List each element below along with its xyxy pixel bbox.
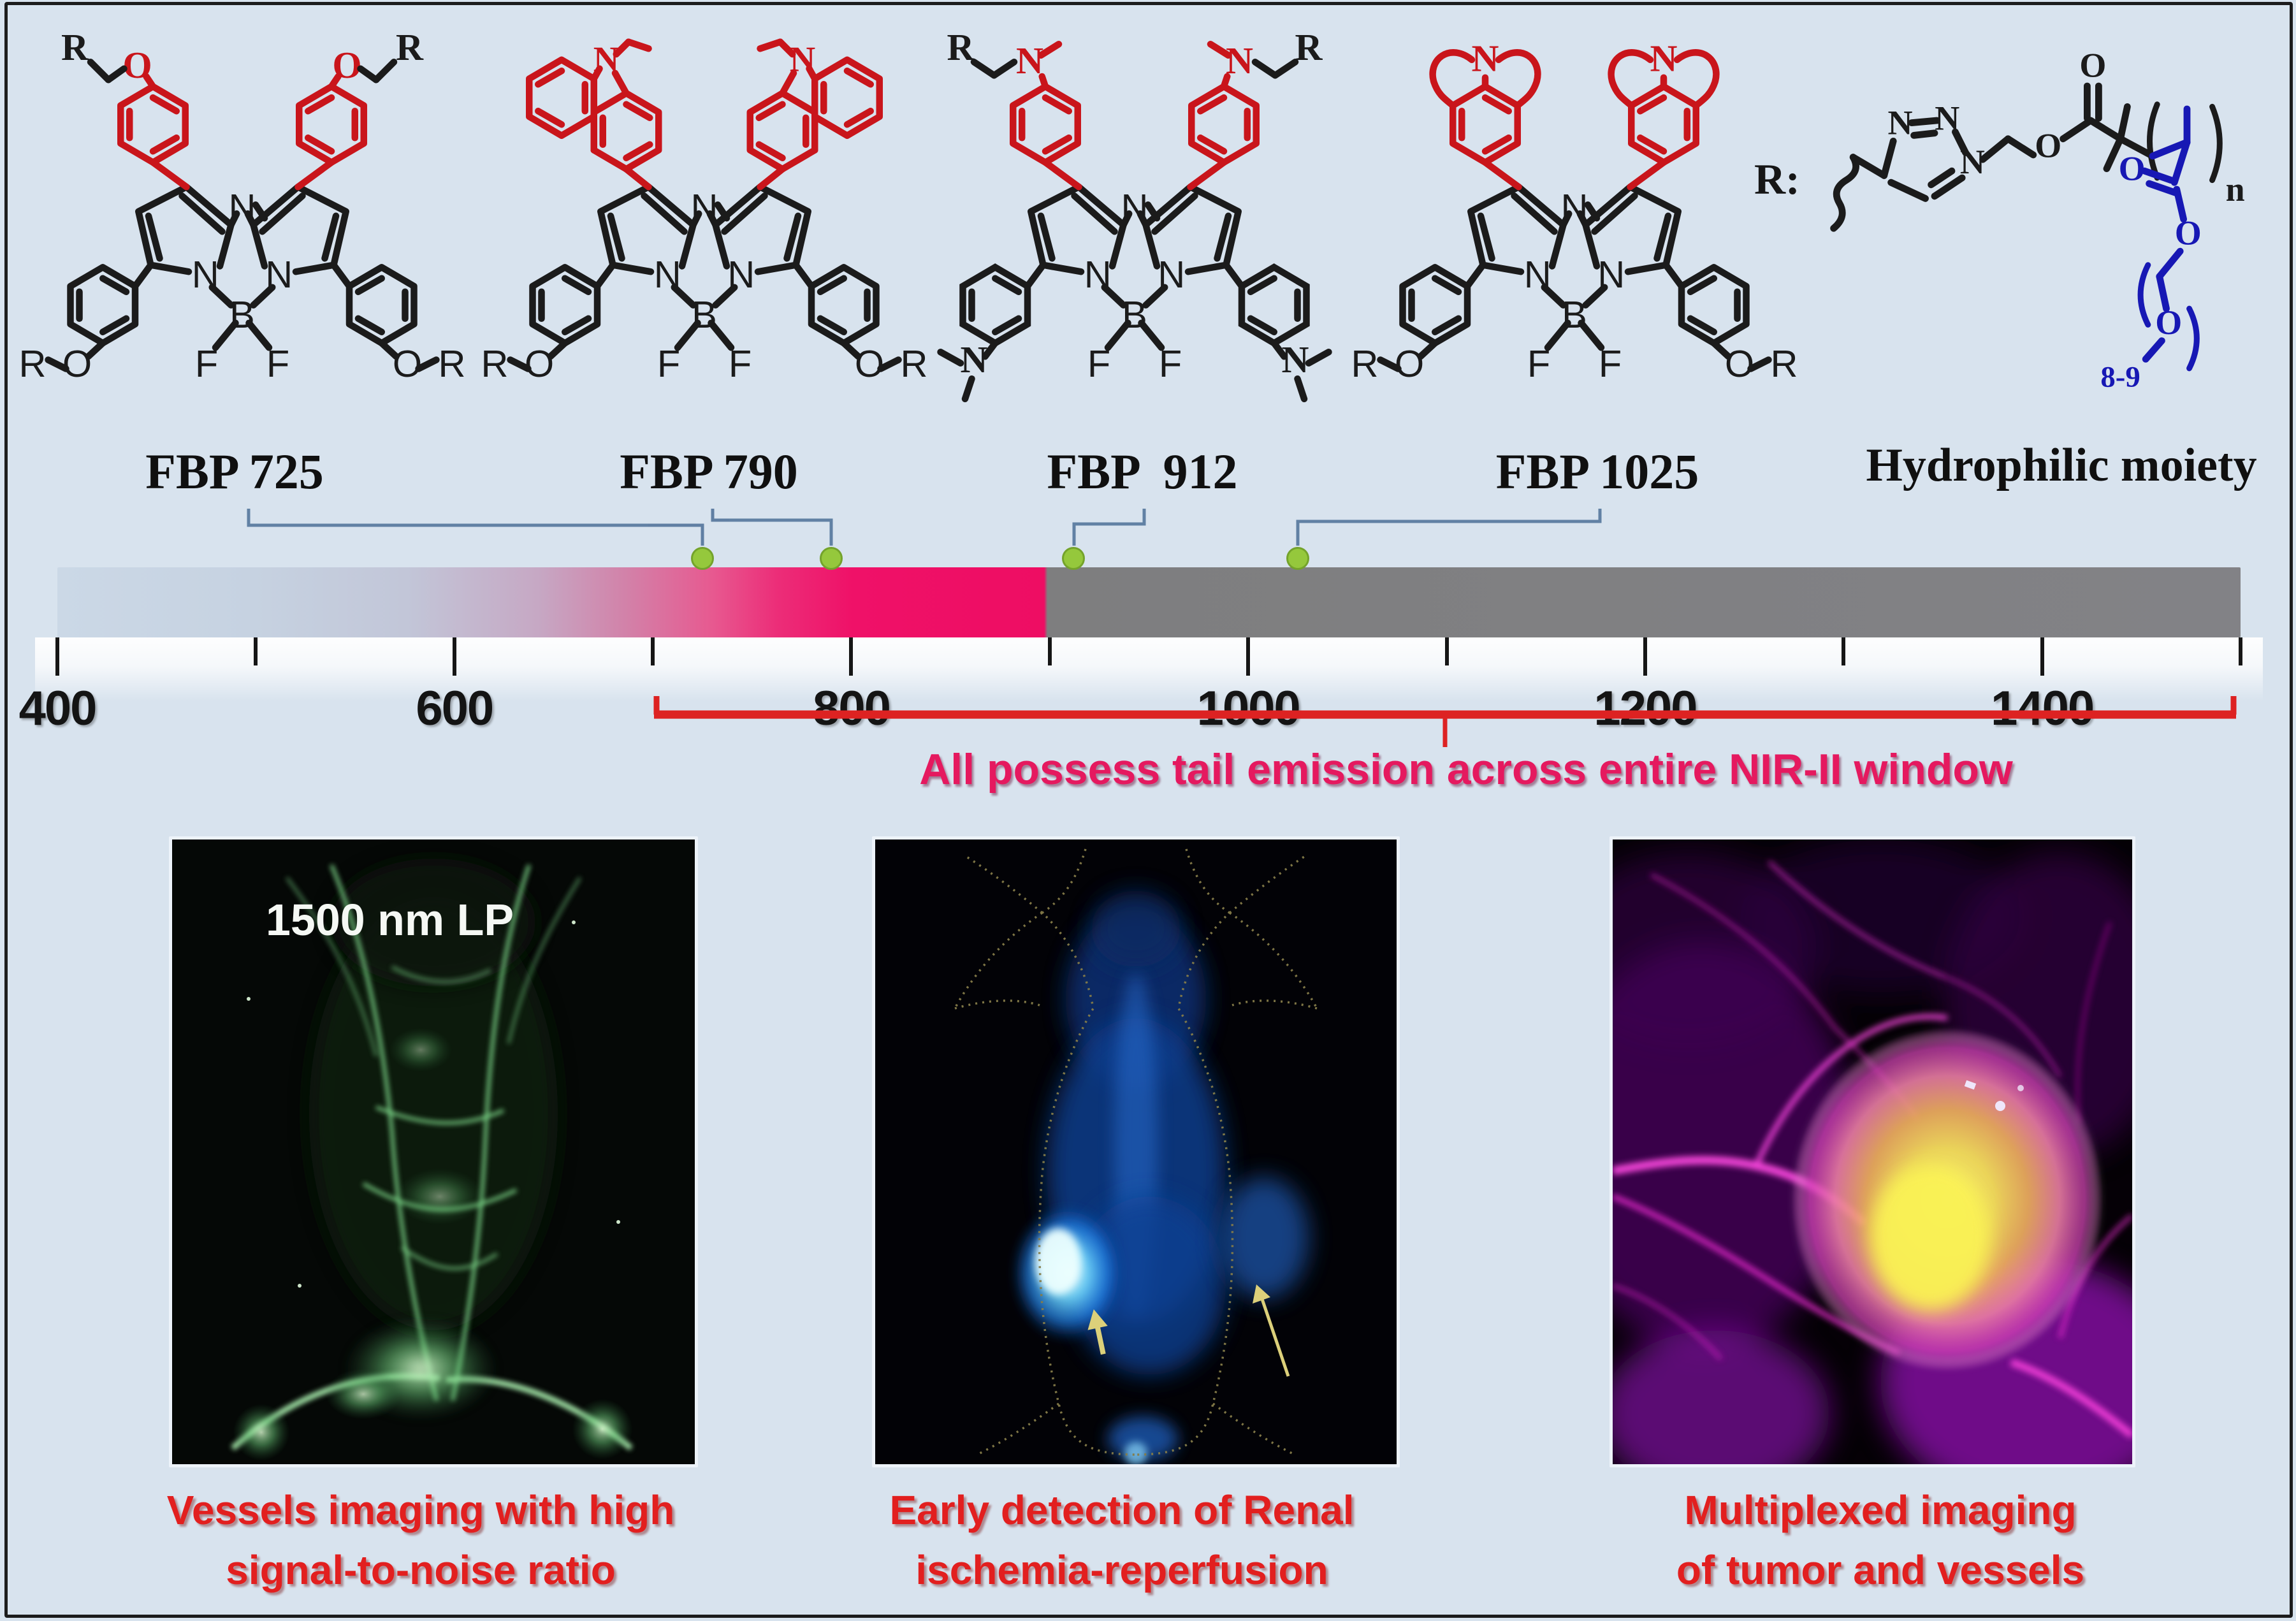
r-definition-prefix: R: — [1754, 155, 1800, 203]
r-group: R — [1295, 35, 1323, 68]
polymer-repeat-n: n — [2226, 170, 2245, 208]
nitrogen-atom: N — [593, 40, 619, 79]
nitrogen-atom: N — [1282, 338, 1309, 381]
caption-line: Vessels imaging with high — [166, 1487, 675, 1533]
vessel-image: 1500 nm LP — [172, 840, 695, 1464]
compound-label-fbp790: FBP 790 — [620, 444, 798, 499]
nitrogen-atom: N — [1226, 40, 1253, 82]
caption-line: Multiplexed imaging — [1684, 1487, 2077, 1533]
nitrogen-atom: N — [1960, 143, 1985, 181]
caption-line: Early detection of Renal — [889, 1487, 1355, 1533]
connector-fbp912 — [1072, 509, 1146, 546]
compound-label-fbp912: FBP 912 — [1047, 444, 1238, 499]
nitrogen-atom: N — [1472, 37, 1499, 79]
panel-renal-imaging — [872, 836, 1400, 1467]
caption-vessel-imaging: Vessels imaging with high signal-to-nois… — [25, 1480, 816, 1600]
hydrophilic-moiety-label: Hydrophilic moiety — [1866, 439, 2257, 491]
tumor-image — [1613, 840, 2132, 1464]
caption-line: signal-to-noise ratio — [226, 1547, 616, 1593]
mouse-outline — [954, 848, 1318, 1456]
structure-fbp1025: N N — [1329, 37, 1820, 403]
connector-fbp725 — [247, 509, 704, 546]
structure-hydrophilic-moiety: N N N O O n O O O 8-9 — [1830, 47, 2245, 394]
dye-marker-790 — [820, 547, 843, 570]
oxygen-atom: O — [2035, 127, 2061, 165]
kidney-arrows — [1087, 1284, 1290, 1377]
peg-repeat-count: 8-9 — [2100, 361, 2140, 394]
renal-image — [875, 840, 1397, 1464]
panel-tumor-imaging — [1609, 836, 2135, 1467]
panel-vessel-imaging: 1500 nm LP — [169, 836, 698, 1467]
compound-label-fbp1025: FBP 1025 — [1495, 444, 1699, 499]
nir-window-annotation: All possess tail emission across entire … — [919, 745, 2013, 794]
dye-marker-725 — [690, 547, 714, 570]
caption-renal-imaging: Early detection of Renal ischemia-reperf… — [727, 1480, 1517, 1600]
oxygen-atom: O — [2155, 303, 2182, 342]
r-group: R — [947, 35, 975, 68]
nitrogen-atom: N — [1935, 99, 1959, 137]
structure-fbp790: N N — [459, 38, 950, 403]
structure-fbp912: N N R R N N — [937, 35, 1332, 402]
nitrogen-atom: N — [961, 338, 988, 381]
oxygen-atom: O — [122, 44, 152, 86]
nitrogen-atom: N — [790, 40, 815, 79]
nir-window-bracket — [653, 696, 2237, 747]
r-group: R — [61, 35, 89, 68]
caption-line: of tumor and vessels — [1676, 1547, 2085, 1593]
connector-fbp790 — [711, 509, 833, 546]
caption-line: ischemia-reperfusion — [915, 1547, 1328, 1593]
oxygen-atom: O — [2079, 47, 2106, 85]
filter-overlay-label: 1500 nm LP — [266, 895, 514, 945]
nitrogen-atom: N — [1650, 37, 1678, 79]
nitrogen-atom: N — [1016, 40, 1043, 82]
dye-marker-1025 — [1286, 547, 1310, 570]
dye-marker-912 — [1062, 547, 1086, 570]
emission-wavelength-bar — [57, 567, 2241, 637]
oxygen-atom: O — [2119, 150, 2146, 188]
axis-background — [35, 637, 2263, 701]
oxygen-atom: O — [332, 44, 361, 86]
r-group: R — [396, 35, 424, 68]
compound-label-fbp725: FBP 725 — [145, 444, 324, 499]
oxygen-atom: O — [2175, 214, 2202, 252]
caption-tumor-imaging: Multiplexed imaging of tumor and vessels — [1485, 1480, 2276, 1600]
structure-fbp725: O O R R — [0, 35, 488, 403]
nitrogen-atom: N — [1888, 104, 1913, 142]
connector-fbp1025 — [1296, 509, 1602, 546]
